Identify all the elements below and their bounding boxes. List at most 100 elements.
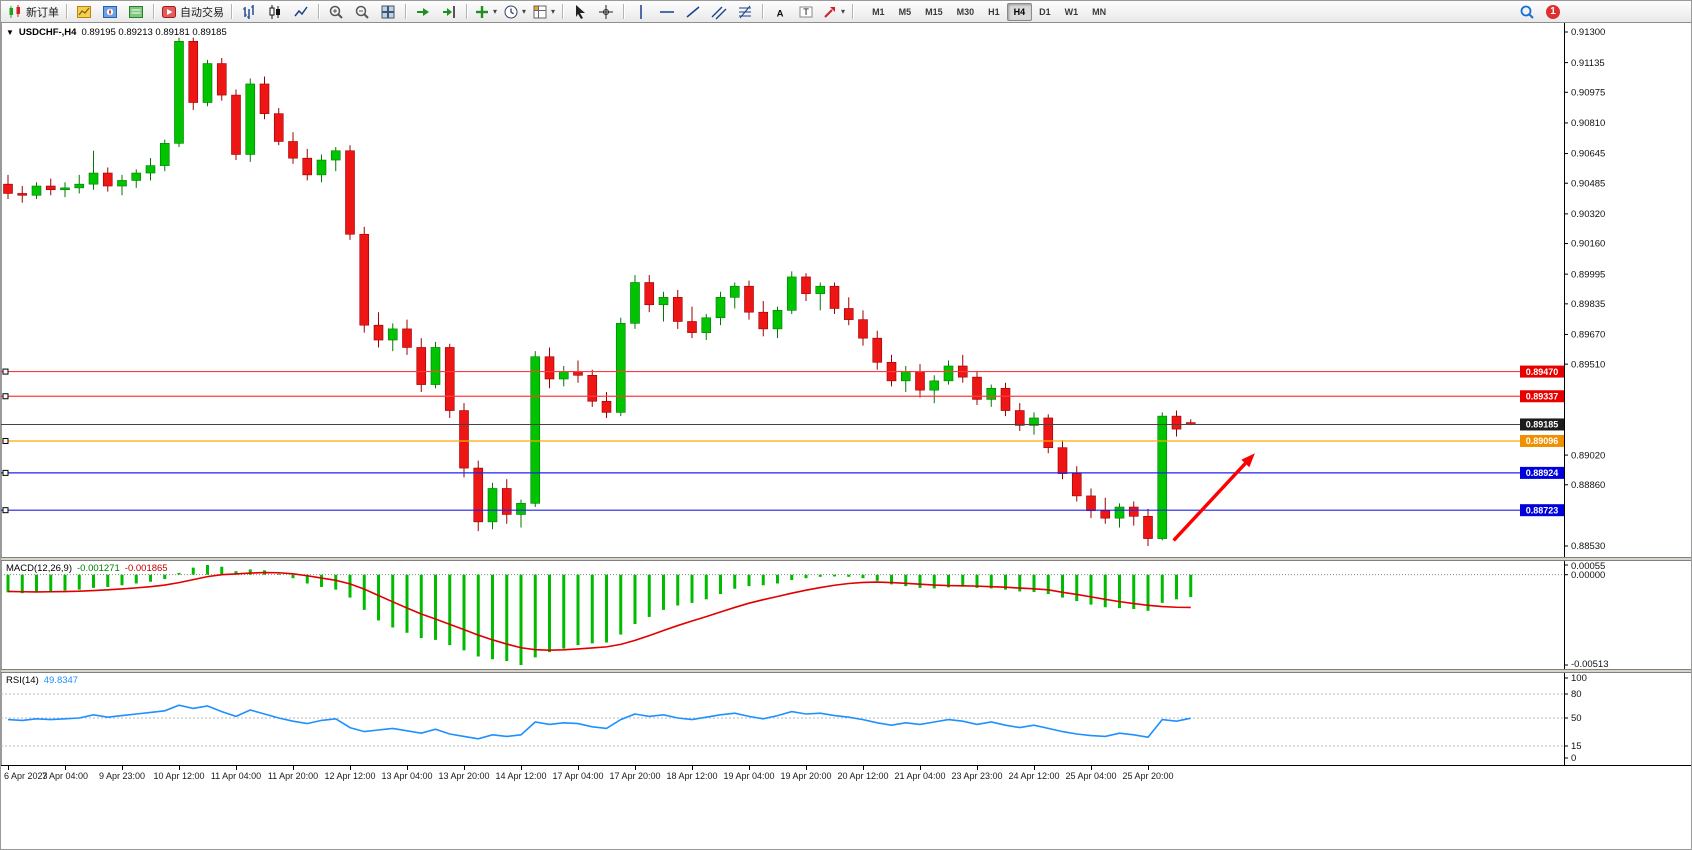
time-label: 17 Apr 04:00 xyxy=(552,771,604,781)
arrows-button[interactable]: ▾ xyxy=(819,1,848,23)
timeframe-d1-button[interactable]: D1 xyxy=(1039,6,1051,17)
dropdown-caret-icon[interactable]: ▾ xyxy=(841,6,846,16)
dropdown-caret-icon[interactable]: ▾ xyxy=(551,6,556,16)
main-price-chart[interactable]: 0.91300 0.91135 0.90975 0.90810 0.90645 0.904… xyxy=(1,23,1692,557)
time-tick xyxy=(293,766,294,770)
time-tick xyxy=(1148,766,1149,770)
svg-text:0.89470: 0.89470 xyxy=(1526,367,1559,377)
svg-text:0.91135: 0.91135 xyxy=(1571,58,1605,69)
time-tick xyxy=(407,766,408,770)
notifications-badge[interactable]: 1 xyxy=(1546,4,1560,19)
horizontal-line-button[interactable] xyxy=(654,1,680,23)
toolbar: 新订单 自动交易 ▾ ▾ ▾ A T ▾ M1 M5 M15 M30 H1 H4 D1 W1 MN 1 xyxy=(1,1,1691,23)
rsi-axis[interactable]: 100 80 50 150 xyxy=(1564,673,1587,764)
svg-text:0.89337: 0.89337 xyxy=(1526,391,1559,401)
timeframe-m1-button[interactable]: M1 xyxy=(872,6,885,17)
text-button[interactable]: A xyxy=(767,1,793,23)
navigator-button[interactable] xyxy=(97,1,123,23)
time-axis[interactable]: 6 Apr 2023 7 Apr 04:00 9 Apr 23:00 10 Apr 1… xyxy=(1,765,1691,787)
market-watch-button[interactable] xyxy=(71,1,97,23)
price-tag xyxy=(1520,504,1564,517)
timeframe-h4-button[interactable]: H4 xyxy=(1006,2,1033,21)
cursor-button[interactable] xyxy=(567,1,593,23)
autotrading-button[interactable]: 自动交易 xyxy=(158,1,227,23)
svg-text:0.89020: 0.89020 xyxy=(1571,450,1605,461)
search-button[interactable] xyxy=(1514,1,1540,23)
bar-chart-button[interactable] xyxy=(236,1,262,23)
timeframe-w1-button[interactable]: W1 xyxy=(1064,6,1079,17)
price-axis[interactable]: 0.91300 0.91135 0.90975 0.90810 0.90645 0.904… xyxy=(1564,27,1605,552)
panel-splitter-macd[interactable] xyxy=(1,557,1691,561)
svg-text:0.89096: 0.89096 xyxy=(1526,436,1559,446)
toolbar-separator xyxy=(562,4,564,19)
crosshair-button[interactable] xyxy=(593,1,619,23)
trendline-button[interactable] xyxy=(680,1,706,23)
svg-text:0.88723: 0.88723 xyxy=(1526,505,1559,515)
panel-splitter-rsi[interactable] xyxy=(1,669,1691,673)
zoom-out-icon xyxy=(354,4,370,20)
candles-series xyxy=(3,37,1196,546)
time-label: 20 Apr 12:00 xyxy=(837,771,889,781)
svg-text:0.88924: 0.88924 xyxy=(1526,468,1559,478)
time-tick xyxy=(863,766,864,770)
vertical-line-button[interactable] xyxy=(628,1,654,23)
chart-shift-button[interactable] xyxy=(436,1,462,23)
channel-button[interactable] xyxy=(706,1,732,23)
fibonacci-button[interactable] xyxy=(732,1,758,23)
timeframe-group: M1 M5 M15 M30 H1 H4 D1 W1 MN xyxy=(865,2,1113,21)
timeframe-m5-button[interactable]: M5 xyxy=(898,6,912,17)
time-label: 25 Apr 20:00 xyxy=(1122,771,1174,781)
toolbar-separator xyxy=(318,4,319,19)
label-button[interactable]: T xyxy=(793,1,819,23)
svg-text:0.90160: 0.90160 xyxy=(1571,239,1605,250)
svg-text:0.88530: 0.88530 xyxy=(1571,541,1605,552)
new-order-button[interactable]: 新订单 xyxy=(4,1,62,23)
channel-icon xyxy=(711,4,727,20)
timeframe-mn-button[interactable]: MN xyxy=(1092,6,1107,17)
time-label: 24 Apr 12:00 xyxy=(1008,771,1060,781)
time-tick xyxy=(464,766,465,770)
templates-button[interactable]: ▾ xyxy=(529,1,558,23)
candlestick-button[interactable] xyxy=(262,1,288,23)
toolbar-separator xyxy=(66,4,67,19)
zoom-out-button[interactable] xyxy=(349,1,375,23)
indicators-button[interactable]: ▾ xyxy=(471,1,500,23)
bar-chart-icon xyxy=(241,4,257,20)
svg-text:0.90810: 0.90810 xyxy=(1571,118,1605,129)
time-label: 19 Apr 20:00 xyxy=(780,771,832,781)
rsi-indicator-panel[interactable]: 100 80 50 150 xyxy=(1,673,1692,765)
terminal-button[interactable] xyxy=(123,1,149,23)
time-label: 10 Apr 12:00 xyxy=(153,771,205,781)
svg-text:-0.00513: -0.00513 xyxy=(1571,659,1609,669)
fibonacci-icon xyxy=(737,4,753,20)
timeframe-m30-button[interactable]: M30 xyxy=(956,6,975,17)
horizontal-line[interactable]: 0.88723 xyxy=(1,504,1564,517)
time-label: 13 Apr 20:00 xyxy=(438,771,490,781)
tile-windows-button[interactable] xyxy=(375,1,401,23)
timeframe-h1-button[interactable]: H1 xyxy=(988,6,1000,17)
toolbar-separator xyxy=(852,4,854,19)
svg-text:15: 15 xyxy=(1571,741,1582,752)
svg-text:0.90320: 0.90320 xyxy=(1571,209,1605,220)
time-tick xyxy=(578,766,579,770)
zoom-in-button[interactable] xyxy=(323,1,349,23)
horizontal-line[interactable]: 0.88924 xyxy=(1,466,1564,479)
price-tag xyxy=(1520,434,1564,447)
dropdown-caret-icon[interactable]: ▾ xyxy=(522,6,527,16)
line-chart-button[interactable] xyxy=(288,1,314,23)
timeframe-m15-button[interactable]: M15 xyxy=(925,6,943,17)
horizontal-line[interactable]: 0.89470 xyxy=(1,365,1564,378)
periods-button[interactable]: ▾ xyxy=(500,1,529,23)
time-tick xyxy=(806,766,807,770)
dropdown-caret-icon[interactable]: ▾ xyxy=(493,6,498,16)
auto-scroll-button[interactable] xyxy=(410,1,436,23)
svg-text:0.91300: 0.91300 xyxy=(1571,27,1605,38)
trend-arrow[interactable] xyxy=(1172,453,1255,542)
tile-windows-icon xyxy=(380,4,396,20)
horizontal-line-icon xyxy=(659,4,675,20)
horizontal-line[interactable]: 0.89096 xyxy=(1,434,1564,447)
horizontal-line[interactable]: 0.89337 xyxy=(1,390,1564,403)
macd-signal-line xyxy=(7,571,1191,652)
